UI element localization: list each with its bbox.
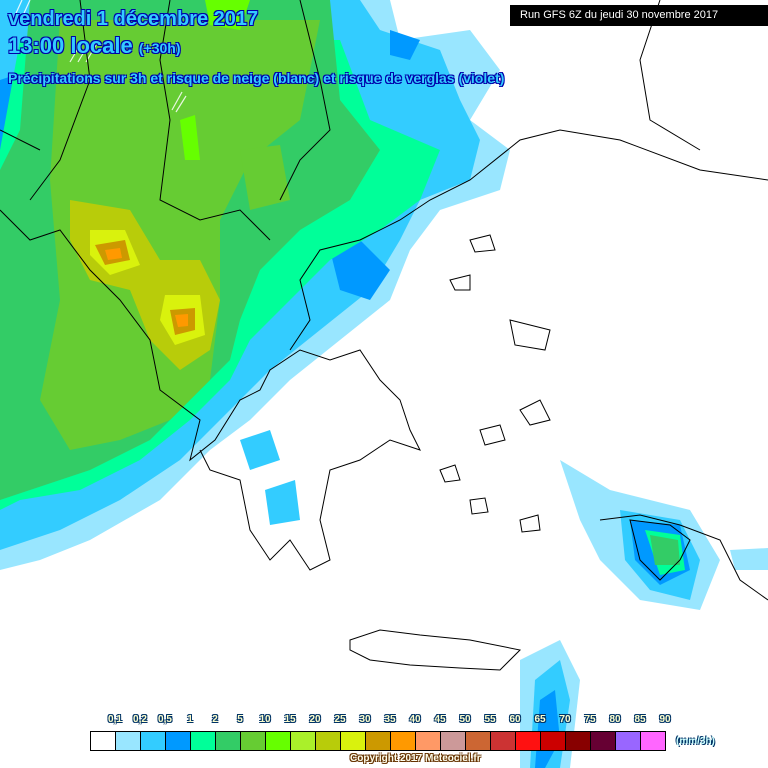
legend-swatch xyxy=(141,732,166,750)
precip-orange xyxy=(105,248,188,327)
snow-hatch xyxy=(11,0,187,113)
legend-tick-label: 5 xyxy=(237,714,243,725)
legend-swatch xyxy=(566,732,591,750)
legend-swatch xyxy=(541,732,566,750)
legend-swatch xyxy=(116,732,141,750)
legend-tick-label: 15 xyxy=(284,714,296,725)
model-run-label: Run GFS 6Z du jeudi 30 novembre 2017 xyxy=(510,5,768,26)
legend-swatch xyxy=(491,732,516,750)
local-time: 13:00 locale xyxy=(8,33,133,58)
legend-swatch xyxy=(366,732,391,750)
legend-tick-label: 55 xyxy=(484,714,496,725)
legend-swatch xyxy=(466,732,491,750)
legend-tick-label: 30 xyxy=(359,714,371,725)
legend-swatch xyxy=(391,732,416,750)
legend-swatch xyxy=(166,732,191,750)
legend-swatch xyxy=(291,732,316,750)
legend-swatch xyxy=(191,732,216,750)
legend-swatch xyxy=(416,732,441,750)
legend-swatch xyxy=(91,732,116,750)
legend-swatch xyxy=(316,732,341,750)
legend-unit: (mm/3h) xyxy=(676,736,715,747)
forecast-date: vendredi 1 décembre 2017 xyxy=(8,8,259,30)
legend-tick-label: 45 xyxy=(434,714,446,725)
map-subtitle: Précipitations sur 3h et risque de neige… xyxy=(8,70,505,86)
legend-tick-label: 2 xyxy=(212,714,218,725)
legend-swatch xyxy=(516,732,541,750)
precip-mid-green xyxy=(40,20,320,450)
legend-tick-label: 1 xyxy=(187,714,193,725)
legend-tick-label: 60 xyxy=(509,714,521,725)
legend-tick-label: 90 xyxy=(659,714,671,725)
legend-tick-label: 75 xyxy=(584,714,596,725)
legend-tick-label: 25 xyxy=(334,714,346,725)
legend-tick-label: 85 xyxy=(634,714,646,725)
legend-swatch xyxy=(266,732,291,750)
legend-swatch xyxy=(641,732,665,750)
legend-tick-label: 0,5 xyxy=(158,714,172,725)
legend-tick-label: 70 xyxy=(559,714,571,725)
legend-tick-label: 10 xyxy=(259,714,271,725)
legend-swatch xyxy=(616,732,641,750)
legend-tick-label: 65 xyxy=(534,714,546,725)
legend-tick-label: 35 xyxy=(384,714,396,725)
legend-tick-label: 20 xyxy=(309,714,321,725)
copyright: Copyright 2017 Meteociel.fr xyxy=(350,753,481,764)
precip-lime xyxy=(180,0,250,160)
legend-swatch xyxy=(441,732,466,750)
legend-tick-label: 50 xyxy=(459,714,471,725)
legend-swatch xyxy=(216,732,241,750)
coastlines-borders xyxy=(0,0,768,671)
legend-tick-label: 0,1 xyxy=(108,714,122,725)
lead-time: (+30h) xyxy=(138,40,181,56)
legend-tick-label: 80 xyxy=(609,714,621,725)
legend-swatch xyxy=(591,732,616,750)
legend-swatch xyxy=(341,732,366,750)
legend-tick-label: 0,2 xyxy=(133,714,147,725)
forecast-time: 13:00 locale (+30h) xyxy=(8,33,181,59)
legend-swatch xyxy=(241,732,266,750)
legend-tick-label: 40 xyxy=(409,714,421,725)
legend-color-scale xyxy=(90,731,666,751)
